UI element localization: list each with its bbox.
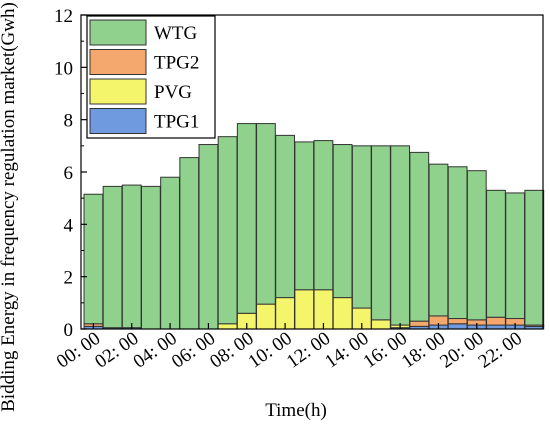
bar-wtg-1 bbox=[102, 185, 123, 329]
y-tick-label: 6 bbox=[64, 163, 74, 184]
x-axis-title: Time(h) bbox=[265, 400, 327, 421]
y-tick-label: 2 bbox=[64, 268, 74, 289]
axes-layer bbox=[80, 14, 544, 330]
legend-label-tpg1: TPG1 bbox=[154, 112, 199, 133]
y-tick-label: 0 bbox=[64, 320, 74, 341]
legend-label-tpg2: TPG2 bbox=[154, 53, 199, 74]
bar-wtg-3 bbox=[141, 185, 161, 330]
y-axis-title: Bidding Energy in frequency regulation m… bbox=[0, 2, 19, 412]
bar-wtg-16 bbox=[390, 145, 411, 326]
x-tick-label: 20: 00 bbox=[436, 328, 487, 373]
legend-label-wtg: WTG bbox=[154, 23, 198, 44]
bar-wtg-9 bbox=[256, 123, 276, 305]
x-tick-label: 22: 00 bbox=[475, 328, 526, 373]
bar-tpg1-19 bbox=[447, 323, 468, 330]
x-tick-label: 02: 00 bbox=[91, 328, 142, 373]
legend-swatch-wtg bbox=[89, 19, 147, 46]
bar-pvg-7 bbox=[217, 323, 238, 330]
bar-wtg-12 bbox=[313, 140, 334, 291]
bar-wtg-2 bbox=[121, 184, 142, 329]
bar-wtg-14 bbox=[351, 145, 372, 309]
legend-swatch-tpg2 bbox=[89, 49, 147, 75]
bars-layer bbox=[83, 123, 545, 330]
legend-swatch-pvg bbox=[89, 78, 147, 105]
x-tick-label: 18: 00 bbox=[398, 328, 449, 373]
bar-wtg-5 bbox=[179, 157, 200, 330]
bar-pvg-15 bbox=[371, 319, 391, 330]
x-tick-label: 04: 00 bbox=[130, 328, 181, 373]
bar-wtg-23 bbox=[524, 189, 545, 326]
bar-pvg-9 bbox=[256, 303, 276, 330]
bar-wtg-6 bbox=[198, 144, 219, 330]
bar-wtg-21 bbox=[486, 189, 506, 318]
y-tick-label: 12 bbox=[54, 6, 73, 27]
bar-pvg-13 bbox=[332, 297, 353, 330]
y-tick-labels: 0 2 4 6 8 10 12 bbox=[54, 6, 74, 341]
bar-wtg-10 bbox=[275, 134, 295, 299]
x-tick-label: 08: 00 bbox=[206, 328, 257, 373]
bar-wtg-7 bbox=[217, 136, 238, 325]
bar-wtg-18 bbox=[428, 163, 449, 317]
bar-wtg-15 bbox=[371, 145, 391, 321]
legend-swatch-tpg1 bbox=[89, 108, 147, 134]
bar-tpg2-21 bbox=[486, 316, 506, 326]
bar-wtg-19 bbox=[447, 166, 468, 320]
bar-wtg-13 bbox=[332, 144, 353, 299]
x-tick-label: 00: 00 bbox=[53, 328, 104, 373]
y-tick-label: 4 bbox=[64, 215, 74, 236]
bar-wtg-8 bbox=[236, 123, 257, 314]
bar-wtg-17 bbox=[409, 151, 430, 322]
legend: WTG TPG2 PVG TPG1 bbox=[86, 15, 216, 139]
bar-wtg-20 bbox=[466, 170, 487, 321]
x-tick-label: 12: 00 bbox=[283, 328, 334, 373]
legend-label-pvg: PVG bbox=[154, 82, 192, 103]
bar-wtg-4 bbox=[160, 176, 180, 330]
x-tick-label: 06: 00 bbox=[168, 328, 219, 373]
bar-wtg-22 bbox=[505, 192, 526, 320]
x-tick-label: 16: 00 bbox=[360, 328, 411, 373]
bar-tpg2-17 bbox=[409, 320, 430, 327]
bar-wtg-11 bbox=[294, 141, 315, 291]
x-tick-label: 10: 00 bbox=[245, 328, 296, 373]
bar-wtg-0 bbox=[83, 193, 104, 325]
bar-tpg2-19 bbox=[447, 318, 468, 325]
y-tick-label: 10 bbox=[54, 58, 73, 79]
bar-pvg-11 bbox=[294, 289, 315, 330]
y-tick-label: 8 bbox=[64, 111, 74, 132]
x-tick-label: 14: 00 bbox=[321, 328, 372, 373]
